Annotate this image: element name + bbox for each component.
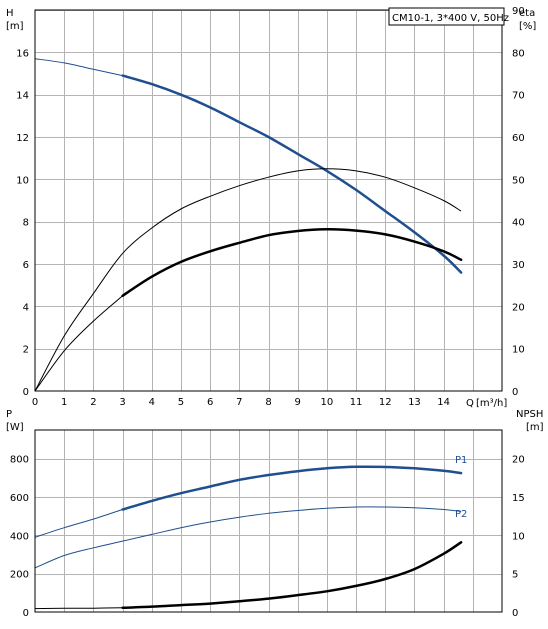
curve-p1-bold <box>121 465 463 511</box>
curve-h <box>34 58 123 77</box>
q-tick-label: 7 <box>236 397 242 408</box>
head-right-tick-label: 70 <box>512 91 525 102</box>
q-tick-label: 11 <box>350 397 363 408</box>
curve-npsh <box>34 607 123 610</box>
power-chart-frame <box>34 429 503 613</box>
power-left-tick-label: 600 <box>10 493 29 504</box>
head-left-tick-label: 0 <box>23 387 29 398</box>
h-axis-unit: [m] <box>6 21 24 32</box>
head-left-tick-label: 8 <box>23 218 29 229</box>
power-right-tick-label: 20 <box>512 455 525 466</box>
head-right-tick-label: 60 <box>512 133 525 144</box>
h-axis-name: H <box>6 8 14 19</box>
series-label-p2: P2 <box>455 509 467 520</box>
series-label-p1: P1 <box>455 455 467 466</box>
head-left-tick-label: 14 <box>16 91 29 102</box>
eta-axis-name: eta <box>519 8 535 19</box>
q-tick-label: 6 <box>207 397 213 408</box>
head-left-tick-label: 6 <box>23 260 29 271</box>
head-right-tick-label: 50 <box>512 175 525 186</box>
curve-eta2-bold <box>121 228 463 298</box>
head-right-tick-label: 30 <box>512 260 525 271</box>
q-tick-label: 14 <box>437 397 450 408</box>
q-tick-label: 1 <box>61 397 67 408</box>
q-tick-label: 12 <box>379 397 392 408</box>
head-right-tick-label: 0 <box>512 387 518 398</box>
head-right-tick-label: 80 <box>512 48 525 59</box>
npsh-axis-unit: [m] <box>526 422 544 433</box>
q-axis-unit: [m³/h] <box>476 398 507 409</box>
power-left-tick-label: 800 <box>10 455 29 466</box>
q-tick-label: 13 <box>408 397 421 408</box>
head-right-tick-label: 90 <box>512 6 525 17</box>
q-tick-label: 10 <box>321 397 334 408</box>
power-right-tick-label: 10 <box>512 531 525 542</box>
product-label-frame <box>388 7 505 26</box>
power-right-tick-label: 0 <box>512 608 518 619</box>
q-tick-label: 3 <box>119 397 125 408</box>
q-tick-label: 0 <box>32 397 38 408</box>
head-right-tick-label: 20 <box>512 302 525 313</box>
curve-p2 <box>34 506 462 569</box>
power-left-tick-label: 200 <box>10 570 29 581</box>
p-axis-name: P <box>6 409 12 420</box>
p-axis-unit: [W] <box>6 422 24 433</box>
power-chart-tick-labels: 0 200 400 600 800 0 5 10 15 20 <box>10 455 525 619</box>
power-chart-grid <box>35 430 502 612</box>
npsh-axis-name: NPSH <box>516 409 543 420</box>
head-chart-curves <box>34 58 463 392</box>
head-left-tick-label: 12 <box>16 133 29 144</box>
head-right-tick-label: 40 <box>512 218 525 229</box>
head-left-tick-label: 4 <box>23 302 29 313</box>
product-label: CM10-1, 3*400 V, 50Hz <box>392 13 509 24</box>
head-chart-frame <box>34 9 503 392</box>
q-axis-name: Q <box>466 398 474 409</box>
q-tick-label: 8 <box>265 397 271 408</box>
q-tick-label: 4 <box>149 397 155 408</box>
q-tick-label: 5 <box>178 397 184 408</box>
head-right-tick-label: 10 <box>512 345 525 356</box>
curve-h-bold <box>121 74 463 274</box>
curve-eta2 <box>34 295 123 392</box>
curve-p1 <box>34 509 123 538</box>
curve-npsh-bold <box>121 541 463 610</box>
curve-eta1 <box>34 168 462 392</box>
head-left-tick-label: 2 <box>23 345 29 356</box>
head-left-tick-label: 10 <box>16 175 29 186</box>
eta-axis-unit: [%] <box>519 21 536 32</box>
head-chart-grid <box>35 10 502 391</box>
power-right-tick-label: 15 <box>512 493 525 504</box>
q-tick-label: 2 <box>90 397 96 408</box>
power-chart-curves <box>34 465 463 610</box>
power-left-tick-label: 400 <box>10 531 29 542</box>
power-left-tick-label: 0 <box>23 608 29 619</box>
product-label-box: CM10-1, 3*400 V, 50Hz <box>388 7 509 26</box>
head-left-tick-label: 16 <box>16 48 29 59</box>
power-right-tick-label: 5 <box>512 570 518 581</box>
q-tick-label: 9 <box>295 397 301 408</box>
